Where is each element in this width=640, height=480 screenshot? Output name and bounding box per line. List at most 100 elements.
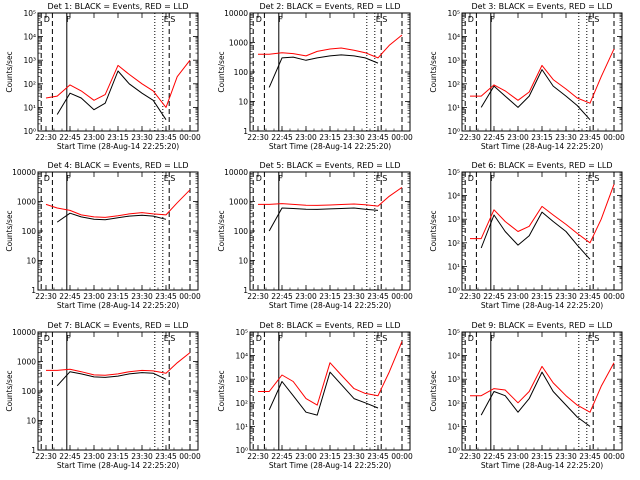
events-series-line — [480, 211, 591, 260]
x-tick-label: 23:30 — [555, 292, 577, 301]
annotation-label: D — [256, 174, 262, 183]
x-tick-label: 23:30 — [555, 133, 577, 142]
y-tick-label: 10⁵ — [447, 168, 460, 177]
annotation-label: F — [490, 15, 495, 24]
x-tick-label: 22:30 — [35, 292, 57, 301]
events-series-line — [480, 69, 591, 121]
x-tick-label: 00:00 — [391, 452, 413, 461]
x-axis-label: Start Time (28-Aug-14 22:25:20) — [481, 301, 603, 310]
x-axis-label: Start Time (28-Aug-14 22:25:20) — [57, 142, 179, 151]
lld-series-line — [46, 352, 191, 376]
x-tick-label: 22:45 — [59, 133, 81, 142]
y-tick-label: 1000 — [229, 198, 248, 207]
x-axis-label: Start Time (28-Aug-14 22:25:20) — [57, 301, 179, 310]
annotation-label: F — [490, 334, 495, 343]
panel-4: Det 4: BLACK = Events, RED = LLD 1 10 100 10… — [5, 161, 201, 310]
y-tick-label: 10⁵ — [447, 328, 460, 337]
panel-title: Det 4: BLACK = Events, RED = LLD — [48, 161, 189, 170]
x-tick-label: 00:00 — [179, 133, 201, 142]
x-tick-label: 23:30 — [131, 292, 153, 301]
panel-title: Det 8: BLACK = Events, RED = LLD — [260, 321, 401, 330]
panel-3: Det 3: BLACK = Events, RED = LLD 10⁰ 10¹ 10… — [429, 2, 625, 151]
plot-frame — [37, 331, 199, 451]
y-tick-label: 10³ — [23, 56, 36, 65]
annotation-label: D — [256, 15, 262, 24]
x-tick-label: 23:45 — [367, 452, 389, 461]
y-tick-label: 10² — [235, 399, 248, 408]
annotation-label: S — [382, 334, 387, 343]
events-series-line — [268, 371, 379, 416]
x-tick-label: 23:00 — [295, 292, 317, 301]
x-axis-label: Start Time (28-Aug-14 22:25:20) — [57, 461, 179, 470]
y-tick-label: 1 — [31, 286, 36, 295]
y-tick-label: 10⁴ — [447, 33, 460, 42]
x-tick-label: 23:15 — [107, 292, 129, 301]
x-tick-label: 22:45 — [483, 133, 505, 142]
panel-title: Det 6: BLACK = Events, RED = LLD — [472, 161, 613, 170]
x-tick-label: 22:45 — [271, 292, 293, 301]
panel-5: Det 5: BLACK = Events, RED = LLD 1 10 100 10… — [217, 161, 413, 310]
lld-series-line — [470, 48, 615, 104]
x-tick-label: 23:15 — [107, 133, 129, 142]
y-tick-label: 10² — [23, 80, 36, 89]
annotation-label: D — [256, 334, 262, 343]
y-tick-label: 1 — [31, 446, 36, 455]
y-tick-label: 10⁰ — [447, 127, 460, 136]
plot-frame — [461, 331, 623, 451]
x-tick-label: 23:00 — [507, 133, 529, 142]
lld-series-line — [470, 184, 615, 244]
x-tick-label: 23:15 — [319, 452, 341, 461]
panel-title: Det 5: BLACK = Events, RED = LLD — [260, 161, 401, 170]
annotation-label: F — [278, 334, 283, 343]
x-tick-label: 23:45 — [367, 292, 389, 301]
annotation-label: F — [66, 334, 71, 343]
x-tick-label: 00:00 — [179, 452, 201, 461]
x-tick-label: 22:45 — [271, 133, 293, 142]
y-axis-label: Counts/sec — [5, 210, 14, 251]
plot-frame — [37, 171, 199, 291]
annotation-label: S — [594, 15, 599, 24]
x-tick-label: 23:15 — [107, 452, 129, 461]
events-series-line — [480, 371, 591, 427]
x-tick-label: 22:30 — [459, 452, 481, 461]
lld-series-line — [45, 189, 191, 218]
y-axis-label: Counts/sec — [429, 51, 438, 92]
y-tick-label: 10² — [447, 399, 460, 408]
events-series-line — [56, 371, 167, 387]
y-tick-label: 10² — [447, 239, 460, 248]
x-tick-label: 00:00 — [391, 133, 413, 142]
x-tick-label: 00:00 — [603, 133, 625, 142]
y-axis-label: Counts/sec — [5, 51, 14, 92]
y-tick-label: 10⁴ — [447, 352, 460, 361]
y-tick-label: 10 — [26, 417, 36, 426]
x-tick-label: 22:30 — [35, 133, 57, 142]
x-tick-label: 23:15 — [319, 292, 341, 301]
x-tick-label: 22:30 — [247, 292, 269, 301]
annotation-label: E — [588, 334, 593, 343]
annotation-label: E — [164, 174, 169, 183]
y-tick-label: 10³ — [447, 375, 460, 384]
events-series-line — [268, 54, 379, 88]
annotation-label: D — [44, 15, 50, 24]
x-tick-label: 23:30 — [343, 133, 365, 142]
x-tick-label: 22:45 — [271, 452, 293, 461]
annotation-label: D — [468, 174, 474, 183]
x-tick-label: 23:45 — [155, 292, 177, 301]
annotation-label: E — [376, 174, 381, 183]
annotation-label: D — [44, 334, 50, 343]
lld-series-line — [45, 59, 191, 108]
x-tick-label: 22:45 — [59, 292, 81, 301]
y-tick-label: 100 — [234, 227, 249, 236]
x-tick-label: 00:00 — [179, 292, 201, 301]
annotation-label: S — [170, 15, 175, 24]
annotation-label: F — [490, 174, 495, 183]
annotation-label: E — [376, 334, 381, 343]
y-tick-label: 10 — [26, 257, 36, 266]
annotation-label: S — [170, 174, 175, 183]
y-tick-label: 10000 — [12, 328, 36, 337]
y-tick-label: 10 — [238, 98, 248, 107]
plot-frame — [249, 171, 411, 291]
annotation-label: S — [594, 334, 599, 343]
panel-8: Det 8: BLACK = Events, RED = LLD 10⁰ 10¹ 10… — [217, 321, 413, 470]
